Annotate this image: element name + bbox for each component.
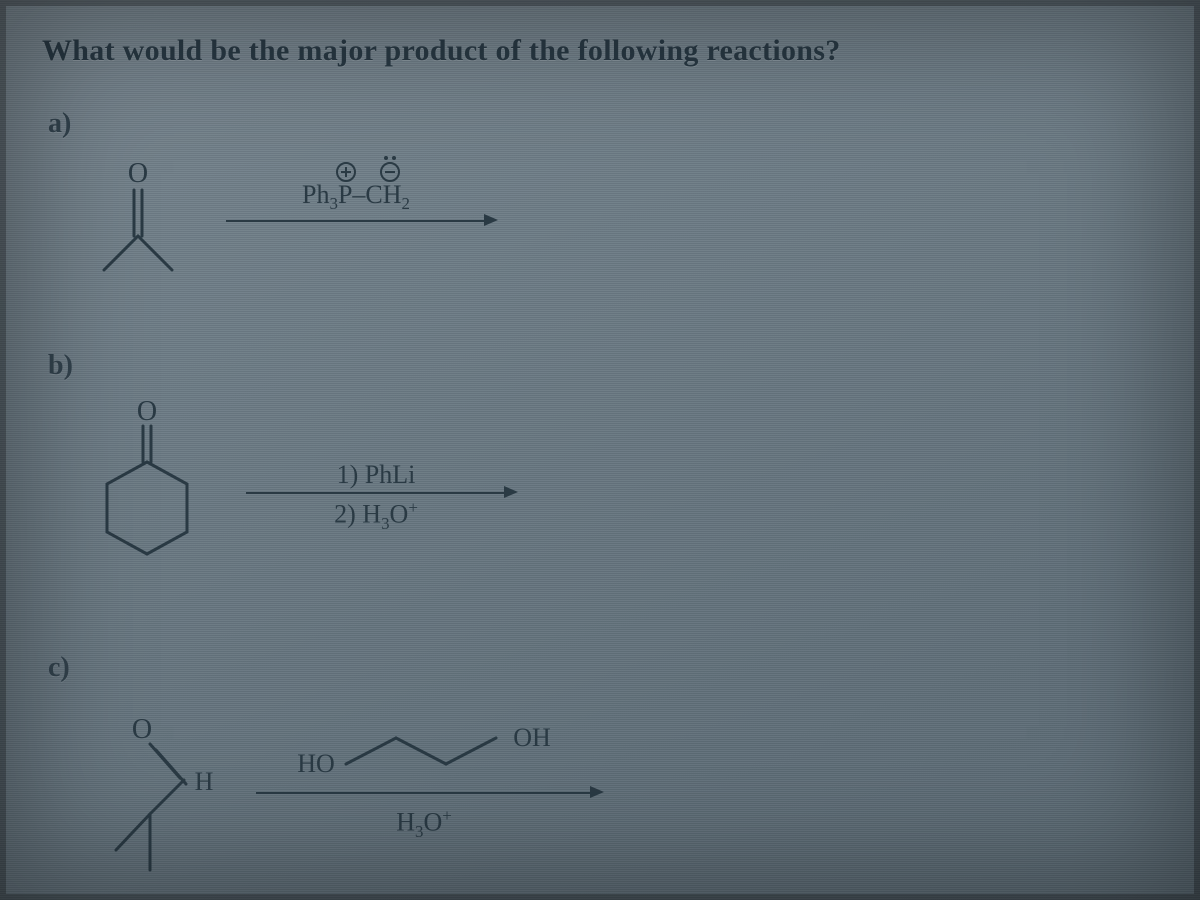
oxygen-label: O	[128, 158, 148, 189]
substrate-b-cyclohexanone: O	[72, 392, 222, 592]
reaction-b: O 1) PhLi 2) H3O+	[72, 392, 1158, 592]
reaction-a: O Ph3P–CH2	[72, 150, 1158, 290]
part-label-c: c)	[48, 652, 1158, 684]
substrate-c-isobutyraldehyde: O H	[72, 694, 232, 884]
arrow-b-line	[246, 492, 506, 494]
arrow-b-head	[504, 486, 518, 498]
aldehyde-h-label: H	[195, 767, 214, 796]
oxygen-label-c: O	[132, 714, 152, 745]
arrow-c: HO OH H3O+	[256, 714, 616, 864]
oxygen-label-b: O	[137, 396, 157, 427]
reagent-a-above: Ph3P–CH2	[226, 180, 486, 214]
substrate-a-acetone: O	[72, 150, 202, 290]
reagent-c-glycol: HO OH	[276, 720, 596, 784]
reagent-b-below: 2) H3O+	[246, 498, 506, 534]
arrow-a: Ph3P–CH2	[226, 160, 506, 280]
reagent-b-above: 1) PhLi	[246, 460, 506, 490]
arrow-c-head	[590, 786, 604, 798]
arrow-a-head	[484, 214, 498, 226]
question-title: What would be the major product of the f…	[42, 34, 1158, 68]
reagent-c-below: H3O+	[256, 806, 592, 842]
part-label-a: a)	[48, 108, 1158, 140]
question-content: What would be the major product of the f…	[0, 0, 1200, 900]
glycol-ho-label: HO	[297, 749, 335, 778]
arrow-a-line	[226, 220, 486, 222]
part-label-b: b)	[48, 350, 1158, 382]
arrow-c-line	[256, 792, 592, 794]
glycol-oh-label: OH	[513, 723, 551, 752]
reaction-c: O H HO OH H3O+	[72, 694, 1158, 884]
arrow-b: 1) PhLi 2) H3O+	[246, 432, 526, 552]
